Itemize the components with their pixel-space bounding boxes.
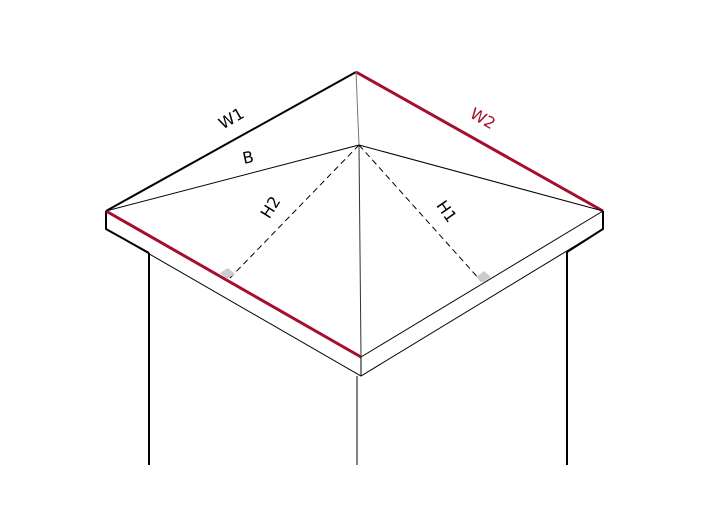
hip-b — [105, 144, 360, 212]
hip-front — [358, 144, 362, 358]
right-angle-marker-h2 — [220, 268, 235, 279]
label-h2: H2 — [256, 193, 284, 222]
slab-outline-right — [566, 211, 604, 253]
edge-front-left — [105, 209, 362, 359]
label-w2: W2 — [467, 104, 499, 133]
right-angle-marker-h1 — [476, 271, 491, 283]
height-h1 — [358, 144, 482, 282]
hip-right — [358, 144, 604, 212]
edge-w2 — [355, 70, 604, 213]
label-b: B — [241, 147, 256, 168]
hip-back — [355, 71, 360, 146]
label-w1: W1 — [215, 104, 247, 133]
label-h1: H1 — [432, 197, 460, 226]
edge-front-right — [360, 210, 604, 358]
edge-w1 — [105, 71, 357, 212]
height-h2 — [229, 144, 360, 279]
